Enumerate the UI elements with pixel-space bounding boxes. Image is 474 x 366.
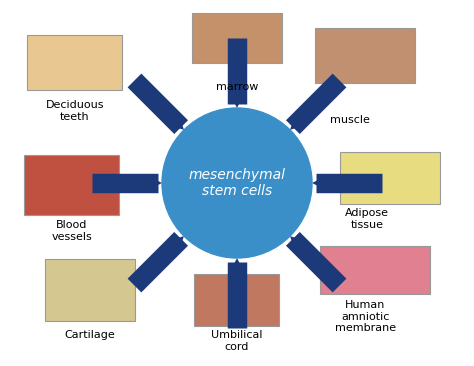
Text: muscle: muscle <box>330 115 370 125</box>
Bar <box>340 152 440 204</box>
Text: Cartilage: Cartilage <box>64 330 115 340</box>
Bar <box>320 246 430 294</box>
Bar <box>25 155 119 215</box>
Text: Umbilical
cord: Umbilical cord <box>211 330 263 352</box>
Bar <box>315 27 415 82</box>
Text: Human
amniotic
membrane: Human amniotic membrane <box>335 300 396 333</box>
Bar <box>27 34 122 90</box>
Circle shape <box>162 108 312 258</box>
Text: marrow: marrow <box>216 82 258 92</box>
Text: Blood
vessels: Blood vessels <box>52 220 92 242</box>
Bar <box>45 259 135 321</box>
Bar <box>192 13 282 63</box>
Text: Deciduous
teeth: Deciduous teeth <box>46 100 104 122</box>
Text: Adipose
tissue: Adipose tissue <box>345 208 389 229</box>
Bar <box>194 274 280 326</box>
Text: mesenchymal
stem cells: mesenchymal stem cells <box>189 168 285 198</box>
